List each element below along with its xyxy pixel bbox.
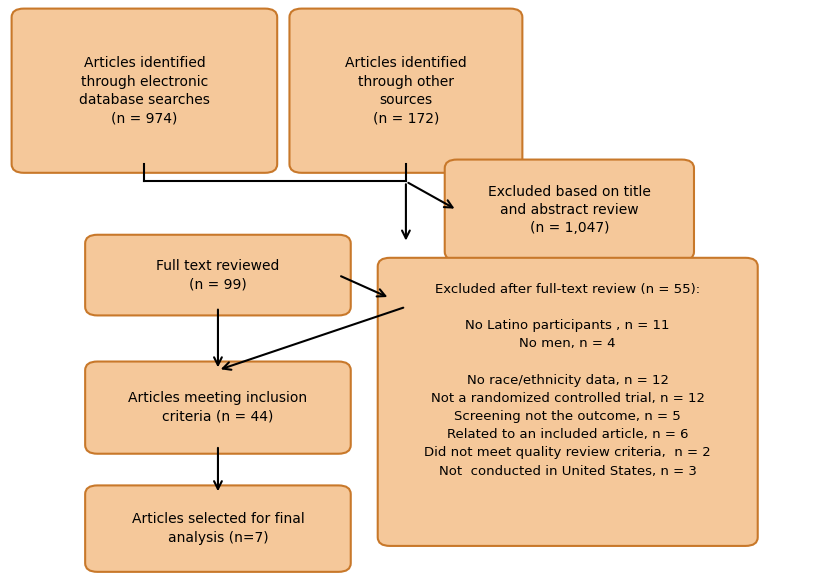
- Text: Articles selected for final
analysis (n=7): Articles selected for final analysis (n=…: [131, 512, 304, 545]
- Text: Articles identified
through electronic
database searches
(n = 974): Articles identified through electronic d…: [79, 56, 210, 125]
- FancyBboxPatch shape: [85, 234, 351, 316]
- FancyBboxPatch shape: [85, 361, 351, 454]
- FancyBboxPatch shape: [378, 258, 757, 546]
- FancyBboxPatch shape: [289, 9, 522, 173]
- Text: Articles identified
through other
sources
(n = 172): Articles identified through other source…: [345, 56, 466, 125]
- FancyBboxPatch shape: [85, 485, 351, 572]
- Text: Excluded after full-text review (n = 55):

No Latino participants , n = 11
No me: Excluded after full-text review (n = 55)…: [423, 283, 710, 478]
- Text: Full text reviewed
(n = 99): Full text reviewed (n = 99): [156, 259, 279, 291]
- FancyBboxPatch shape: [444, 160, 693, 261]
- Text: Excluded based on title
and abstract review
(n = 1,047): Excluded based on title and abstract rev…: [487, 185, 650, 236]
- Text: Articles meeting inclusion
criteria (n = 44): Articles meeting inclusion criteria (n =…: [129, 391, 307, 424]
- FancyBboxPatch shape: [11, 9, 277, 173]
